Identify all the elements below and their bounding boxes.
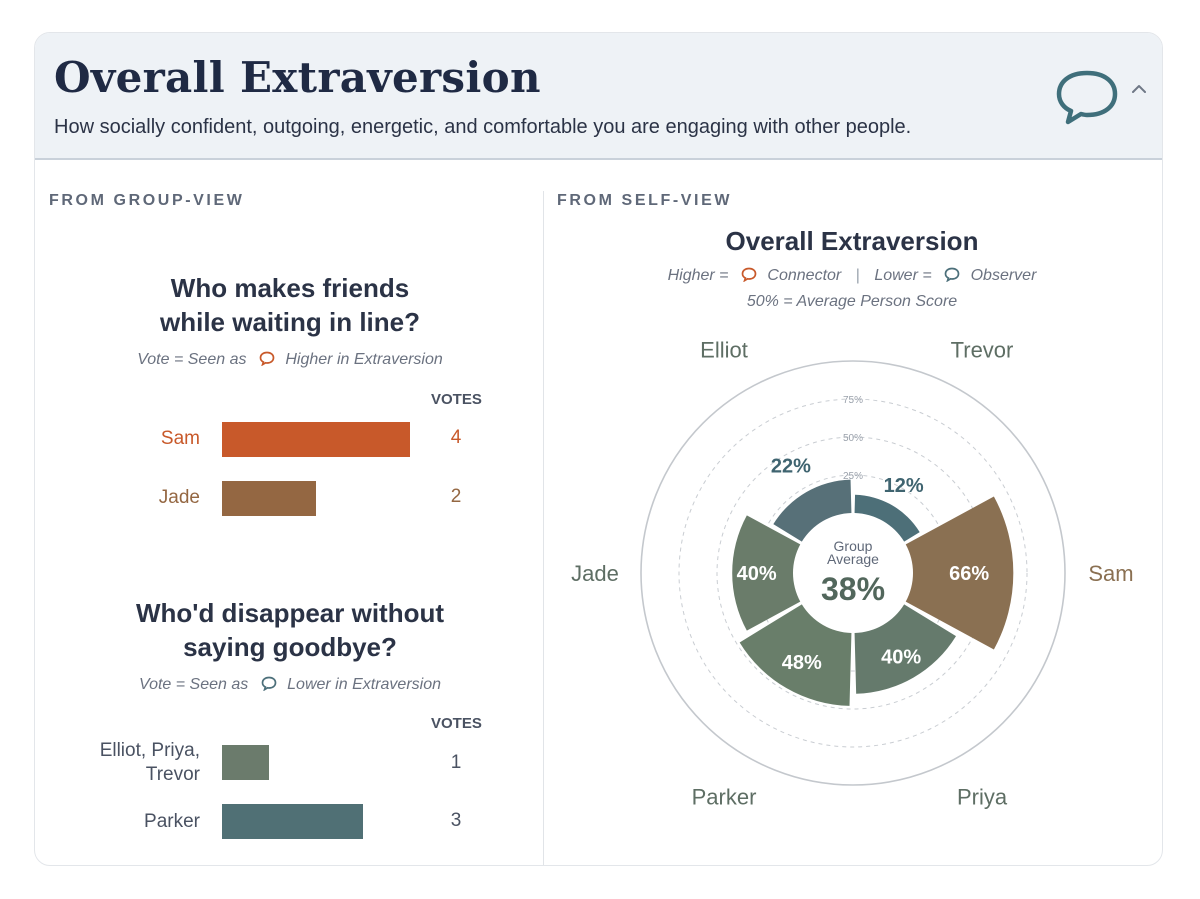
question-2-row-name: Parker	[144, 811, 200, 832]
page-subtitle: How socially confident, outgoing, energe…	[54, 116, 912, 138]
question-2-row-bar	[222, 804, 363, 839]
speech-bubble-icon	[1056, 70, 1118, 125]
question-1-row-bar	[222, 422, 410, 457]
question-2-row-count: 3	[450, 810, 462, 831]
bar-value-label: 66%	[949, 563, 989, 585]
connector-bubble-icon	[259, 351, 275, 366]
bar-value-label: 40%	[881, 646, 921, 668]
column-divider	[543, 191, 544, 865]
center-hole	[795, 515, 911, 631]
center-label-line1: Group	[834, 538, 873, 554]
question-1-title-line2: while waiting in line?	[159, 307, 420, 337]
question-2-note-suffix: Lower in Extraversion	[287, 676, 441, 693]
chevron-up-icon[interactable]	[1127, 77, 1151, 101]
question-2-row-name: Elliot, Priya, Trevor	[40, 739, 200, 787]
question-2-votes-header: VOTES	[431, 715, 482, 732]
question-1-title: Who makes friends while waiting in line?	[85, 271, 495, 339]
series-name-label: Parker	[692, 784, 757, 809]
ring-tick-label: 50%	[843, 433, 863, 444]
series-name-label: Jade	[571, 561, 619, 586]
question-2-note-prefix: Vote = Seen as	[138, 676, 249, 693]
question-1-row-name: Jade	[158, 487, 200, 508]
connector-bubble-icon	[741, 267, 757, 282]
series-name-label: Elliot	[700, 338, 748, 363]
outer-ring	[640, 360, 1066, 786]
polar-bar	[854, 494, 920, 542]
question-1-row-name: Sam	[160, 428, 200, 449]
legend-lower-label: Observer	[970, 267, 1037, 284]
question-1-note-prefix: Vote = Seen as	[137, 351, 247, 368]
page-title: Overall Extraversion	[54, 53, 541, 102]
question-2-note: Vote = Seen as Lower in Extraversion	[85, 676, 495, 694]
question-1-votes-header: VOTES	[431, 391, 482, 408]
ring-tick-label: 25%	[843, 471, 863, 482]
grid-ring	[678, 398, 1028, 748]
chart-legend: Higher = Connector | Lower = Observer	[555, 267, 1149, 285]
question-1-note-suffix: Higher in Extraversion	[285, 351, 443, 368]
extraversion-card: Overall Extraversion How socially confid…	[34, 32, 1163, 866]
question-2-title-line1: Who'd disappear without	[135, 598, 445, 628]
legend-average-note: 50% = Average Person Score	[746, 293, 958, 310]
question-1-row-count: 2	[450, 486, 462, 507]
observer-bubble-icon	[944, 267, 960, 282]
question-2-row-name-line2: Trevor	[145, 764, 200, 785]
bar-value-label: 12%	[884, 475, 924, 497]
polar-chart: 25% 50% 75% 12% Trevor 66% Sam 40% Priya 48% Parke…	[571, 338, 1133, 810]
series-name-label: Trevor	[951, 338, 1014, 363]
observer-bubble-icon	[261, 676, 277, 691]
self-view-label: FROM SELF-VIEW	[557, 192, 733, 209]
question-1-note: Vote = Seen as Higher in Extraversion	[85, 351, 495, 369]
chart-title: Overall Extraversion	[725, 226, 979, 256]
question-1-row-bar	[222, 481, 316, 516]
bar-value-label: 48%	[782, 652, 822, 674]
center-label-line2: Average	[827, 551, 879, 567]
center-value: 38%	[821, 571, 885, 607]
question-1-row-count: 4	[450, 427, 462, 448]
question-2-title: Who'd disappear without saying goodbye?	[85, 596, 495, 664]
legend-higher-label: Connector	[767, 267, 842, 284]
question-2-row-name-line1: Elliot, Priya,	[99, 740, 200, 761]
question-2-title-line2: saying goodbye?	[183, 632, 397, 662]
polar-bar	[854, 604, 956, 694]
legend-higher-prefix: Higher =	[667, 267, 729, 284]
polar-bar	[905, 496, 1014, 650]
group-view-label: FROM GROUP-VIEW	[49, 192, 245, 209]
bar-value-label: 22%	[771, 455, 811, 477]
series-name-label: Priya	[957, 784, 1008, 809]
ring-tick-label: 75%	[843, 395, 863, 406]
polar-bar	[739, 604, 852, 706]
question-2-row-count: 1	[450, 752, 462, 773]
question-1-title-line1: Who makes friends	[170, 273, 410, 303]
legend-separator: |	[855, 267, 860, 284]
series-name-label: Sam	[1088, 561, 1133, 586]
bar-value-label: 40%	[737, 563, 777, 585]
polar-bar	[773, 479, 852, 542]
question-2-row-bar	[222, 745, 269, 780]
polar-bar	[732, 515, 801, 631]
card-header: Overall Extraversion How socially confid…	[35, 33, 1162, 160]
legend-lower-prefix: Lower =	[874, 267, 932, 284]
